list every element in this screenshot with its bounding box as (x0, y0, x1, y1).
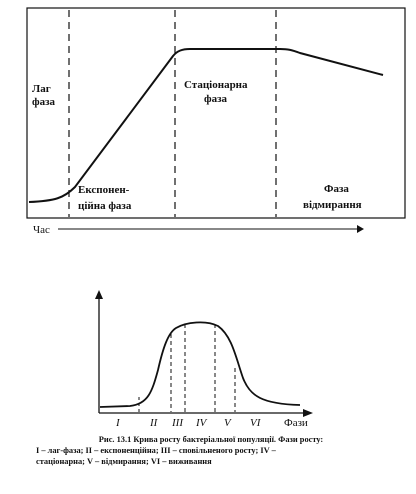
x-axis-arrowhead (303, 409, 313, 417)
phase-numeral-2: II (149, 417, 159, 429)
caption-line-3: стаціонарна; V – відмирання; VI – вижива… (36, 457, 212, 466)
diagram-top-frame (26, 7, 406, 219)
phases-axis-label: Фази (284, 417, 308, 429)
phase-label-exponential: Експонен- ційна фаза (78, 184, 132, 212)
phase-numeral-6: VI (250, 417, 262, 429)
caption-line-2: I – лаг-фаза; II – експоненційна; III – … (36, 446, 276, 455)
phase-label-stationary-line1: Стаціонарна (184, 79, 248, 91)
phase-label-stationary-line2: фаза (204, 93, 228, 105)
diagram-top: Лаг фаза Експонен- ційна фаза Стаціонарн… (26, 7, 406, 236)
phase-label-exponential-line1: Експонен- (78, 184, 130, 196)
figure-caption: Рис. 13.1 Крива росту бактеріальної попу… (36, 434, 386, 467)
phase-label-death-line1: Фаза (324, 183, 349, 195)
bell-curve-line (99, 321, 301, 408)
time-axis-label: Час (33, 224, 50, 236)
growth-curve-line (28, 48, 384, 203)
phase-numeral-3: III (171, 417, 184, 429)
phase-numeral-1: I (115, 417, 121, 429)
phase-label-death-line2: відмирання (303, 199, 362, 211)
phase-label-lag: Лаг фаза (32, 83, 56, 108)
caption-line-1: Рис. 13.1 Крива росту бактеріальної попу… (98, 435, 324, 444)
diagram-bottom: I II III IV V VI Фази (95, 290, 313, 429)
phase-label-stationary: Стаціонарна фаза (184, 79, 250, 105)
phase-label-exponential-line2: ційна фаза (78, 200, 132, 212)
phase-label-lag-line1: Лаг (32, 83, 51, 95)
y-axis-arrowhead (95, 290, 103, 299)
phase-label-death: Фаза відмирання (303, 183, 362, 211)
phase-numeral-4: IV (195, 417, 208, 429)
phase-label-lag-line2: фаза (32, 96, 56, 108)
time-axis-arrowhead (357, 225, 364, 233)
phase-numeral-5: V (224, 417, 232, 429)
